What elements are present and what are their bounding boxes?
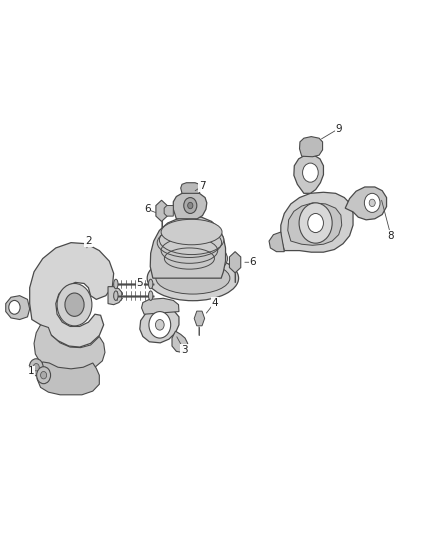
Text: 1: 1 <box>28 367 34 376</box>
Text: 7: 7 <box>199 181 206 191</box>
Polygon shape <box>108 287 122 305</box>
Polygon shape <box>6 296 30 319</box>
Circle shape <box>364 193 380 213</box>
Circle shape <box>9 301 20 314</box>
Ellipse shape <box>148 291 153 301</box>
Polygon shape <box>173 192 207 219</box>
Polygon shape <box>30 243 114 347</box>
Polygon shape <box>294 155 323 193</box>
Circle shape <box>184 198 197 214</box>
Circle shape <box>65 293 84 317</box>
Ellipse shape <box>159 225 224 255</box>
Ellipse shape <box>161 219 222 245</box>
Polygon shape <box>181 183 201 193</box>
Text: 9: 9 <box>336 124 342 134</box>
Circle shape <box>303 163 318 182</box>
Circle shape <box>299 203 332 243</box>
Text: 2: 2 <box>85 236 92 246</box>
Text: 6: 6 <box>144 204 151 214</box>
Circle shape <box>155 319 164 330</box>
Polygon shape <box>300 136 322 157</box>
Circle shape <box>33 364 39 371</box>
Ellipse shape <box>148 279 153 289</box>
Polygon shape <box>288 203 342 245</box>
Circle shape <box>37 367 50 384</box>
Text: 3: 3 <box>181 345 187 356</box>
Polygon shape <box>281 192 353 252</box>
Circle shape <box>187 203 193 209</box>
Polygon shape <box>140 308 179 343</box>
Polygon shape <box>194 311 205 326</box>
Ellipse shape <box>156 262 230 294</box>
Circle shape <box>308 214 323 232</box>
Ellipse shape <box>158 233 225 265</box>
Ellipse shape <box>147 256 239 301</box>
Polygon shape <box>269 232 284 252</box>
Polygon shape <box>156 200 167 221</box>
Text: 8: 8 <box>388 231 394 241</box>
Circle shape <box>41 372 47 379</box>
Polygon shape <box>345 187 387 220</box>
Circle shape <box>57 284 92 326</box>
Polygon shape <box>172 331 187 352</box>
Text: 6: 6 <box>250 257 256 267</box>
Polygon shape <box>37 362 99 395</box>
Ellipse shape <box>114 291 118 301</box>
Polygon shape <box>34 325 105 371</box>
Text: 5: 5 <box>137 278 143 288</box>
Circle shape <box>149 312 171 338</box>
Circle shape <box>29 359 43 376</box>
Circle shape <box>369 199 375 207</box>
Text: 4: 4 <box>212 297 218 308</box>
Polygon shape <box>150 216 226 278</box>
Polygon shape <box>230 252 241 273</box>
Polygon shape <box>164 206 173 216</box>
Polygon shape <box>141 298 179 314</box>
Ellipse shape <box>155 240 227 277</box>
Ellipse shape <box>114 279 118 289</box>
